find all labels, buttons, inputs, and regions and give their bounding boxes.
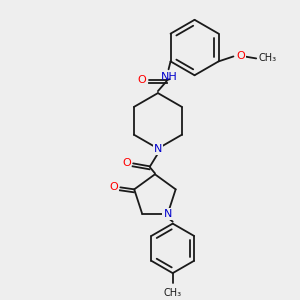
Text: N: N (154, 143, 162, 154)
Text: CH₃: CH₃ (258, 53, 276, 63)
Text: O: O (137, 75, 146, 85)
Text: NH: NH (161, 72, 178, 82)
Text: O: O (236, 51, 245, 62)
Text: O: O (122, 158, 131, 168)
Text: CH₃: CH₃ (164, 288, 182, 298)
Text: N: N (164, 209, 172, 219)
Text: O: O (110, 182, 118, 192)
